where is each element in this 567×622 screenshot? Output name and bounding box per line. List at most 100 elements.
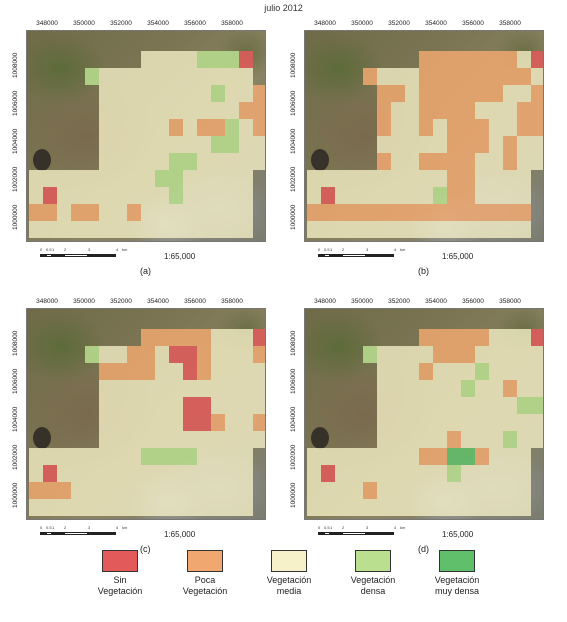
vegetation-cell-muy-densa [447, 448, 461, 465]
vegetation-cell-media [517, 221, 531, 238]
scale-bar-segment [46, 254, 52, 257]
vegetation-cell-media [211, 482, 225, 499]
vegetation-cell-media [99, 153, 113, 170]
vegetation-cell-media [503, 187, 517, 204]
vegetation-cell-media [99, 102, 113, 119]
vegetation-cell-media [85, 465, 99, 482]
vegetation-cell-media [419, 465, 433, 482]
vegetation-cell-media [57, 499, 71, 516]
vegetation-cell-poca [239, 102, 253, 119]
vegetation-cell-media [225, 431, 239, 448]
x-tick-label: 354000 [147, 298, 169, 305]
vegetation-cell-densa [141, 448, 155, 465]
vegetation-cell-media [239, 221, 253, 238]
vegetation-cell-media [183, 170, 197, 187]
vegetation-cell-media [113, 119, 127, 136]
vegetation-cell-sin [197, 397, 211, 414]
vegetation-cell-poca [447, 119, 461, 136]
vegetation-cell-media [489, 136, 503, 153]
vegetation-cell-media [335, 482, 349, 499]
scale-bar-label: 1 [330, 525, 333, 530]
x-tick-label: 350000 [351, 298, 373, 305]
vegetation-cell-poca [489, 204, 503, 221]
vegetation-cell-media [503, 397, 517, 414]
scale-bar-label: 1 [52, 525, 55, 530]
scale-bar-label: 0 [318, 525, 321, 530]
vegetation-cell-media [517, 465, 531, 482]
vegetation-cell-densa [85, 346, 99, 363]
vegetation-cell-media [57, 187, 71, 204]
scale-ratio: 1:65,000 [164, 252, 196, 261]
vegetation-cell-media [489, 414, 503, 431]
vegetation-cell-poca [253, 346, 265, 363]
vegetation-cell-densa [225, 136, 239, 153]
vegetation-cell-poca [433, 85, 447, 102]
x-tick-label: 348000 [314, 298, 336, 305]
vegetation-cell-media [211, 170, 225, 187]
vegetation-cell-media [489, 431, 503, 448]
vegetation-cell-media [71, 448, 85, 465]
vegetation-cell-media [197, 380, 211, 397]
vegetation-cell-media [461, 221, 475, 238]
vegetation-cell-media [225, 397, 239, 414]
vegetation-cell-poca [447, 136, 461, 153]
vegetation-cell-poca [141, 329, 155, 346]
vegetation-cell-poca [447, 170, 461, 187]
vegetation-cell-media [225, 465, 239, 482]
vegetation-cell-poca [377, 119, 391, 136]
vegetation-cell-poca [43, 482, 57, 499]
scale-bar-label: 4 [116, 525, 119, 530]
water-body [311, 149, 329, 171]
scale-bar-label: 2 [342, 247, 345, 252]
vegetation-cell-media [475, 397, 489, 414]
vegetation-cell-media [141, 187, 155, 204]
vegetation-cell-poca [363, 68, 377, 85]
vegetation-cell-media [433, 431, 447, 448]
vegetation-cell-poca [405, 204, 419, 221]
vegetation-cell-media [197, 221, 211, 238]
y-tick-label: 1006000 [290, 368, 297, 394]
vegetation-cell-poca [461, 204, 475, 221]
vegetation-cell-media [183, 499, 197, 516]
vegetation-cell-media [29, 170, 43, 187]
vegetation-cell-media [169, 414, 183, 431]
vegetation-cell-poca [85, 204, 99, 221]
vegetation-cell-media [363, 448, 377, 465]
vegetation-cell-media [197, 136, 211, 153]
vegetation-cell-media [141, 68, 155, 85]
vegetation-cell-media [377, 397, 391, 414]
vegetation-cell-poca [461, 329, 475, 346]
vegetation-cell-media [377, 482, 391, 499]
vegetation-cell-media [211, 102, 225, 119]
x-tick-label: 354000 [425, 298, 447, 305]
y-tick-label: 1002000 [12, 444, 19, 470]
vegetation-cell-poca [211, 119, 225, 136]
vegetation-cell-media [71, 221, 85, 238]
vegetation-cell-media [517, 380, 531, 397]
vegetation-cell-poca [419, 51, 433, 68]
vegetation-cell-media [113, 221, 127, 238]
vegetation-cell-media [225, 221, 239, 238]
vegetation-cell-media [99, 380, 113, 397]
vegetation-cell-media [377, 431, 391, 448]
vegetation-cell-media [377, 380, 391, 397]
scale-bar-label: 0.5 [324, 247, 330, 252]
vegetation-cell-media [377, 187, 391, 204]
scale-bar-segment [318, 254, 324, 257]
vegetation-cell-poca [433, 346, 447, 363]
vegetation-cell-poca [517, 119, 531, 136]
vegetation-cell-media [405, 363, 419, 380]
vegetation-cell-media [517, 136, 531, 153]
vegetation-cell-media [183, 187, 197, 204]
x-tick-label: 356000 [184, 20, 206, 27]
vegetation-cell-media [211, 363, 225, 380]
vegetation-cell-media [141, 397, 155, 414]
vegetation-cell-densa [169, 153, 183, 170]
x-tick-label: 354000 [147, 20, 169, 27]
vegetation-cell-poca [169, 329, 183, 346]
scale-bar-label: 2 [64, 525, 67, 530]
vegetation-cell-media [503, 85, 517, 102]
vegetation-cell-media [307, 482, 321, 499]
vegetation-cell-media [127, 68, 141, 85]
vegetation-cell-media [99, 414, 113, 431]
